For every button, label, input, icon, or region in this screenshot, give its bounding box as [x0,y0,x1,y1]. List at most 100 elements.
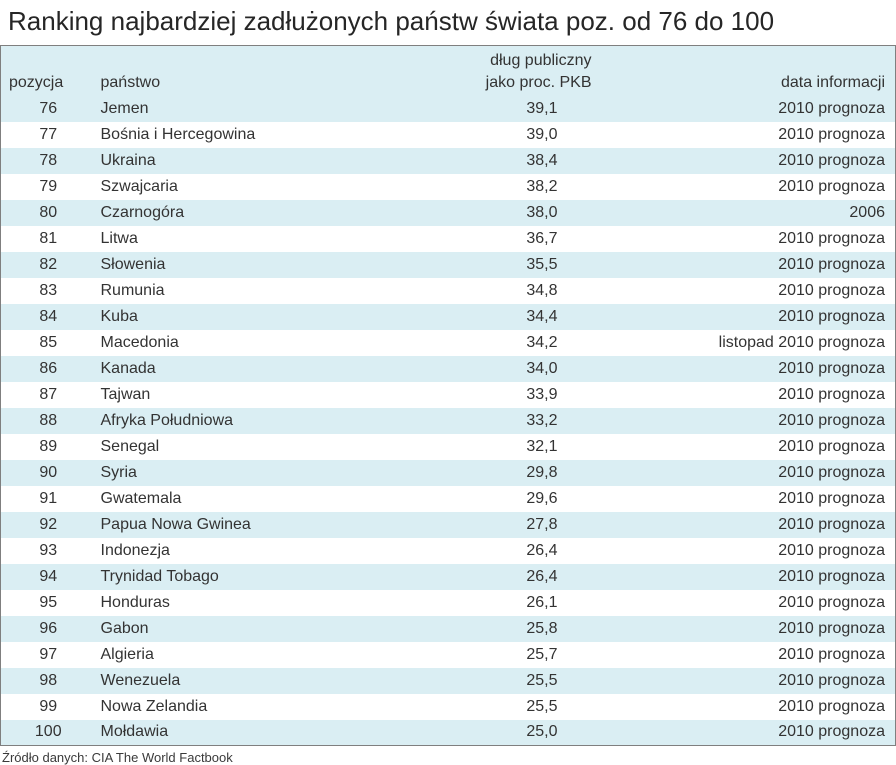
table-row: 80 Czarnogóra 38,0 2006 [0,199,896,226]
date-cell: 2010 prognoza [778,125,885,143]
country-cell: Honduras [100,593,170,611]
date-cell: 2006 [849,203,885,221]
country-cell: Kuba [100,307,138,325]
ranking-table: dług publiczny pozycja państwo jako proc… [0,45,896,746]
header-panstwo: państwo [95,69,436,96]
country-cell: Senegal [100,437,160,455]
date-cell: 2010 prognoza [778,229,885,247]
pos-cell: 80 [39,203,58,221]
country-cell: Syria [100,463,137,481]
header-data-informacji: data informacji [595,69,896,96]
pos-cell: 97 [39,645,58,663]
date-cell: listopad 2010 prognoza [718,333,885,351]
pos-cell: 98 [39,671,58,689]
table-row: 85 Macedonia 34,2 listopad 2010 prognoza [0,329,896,356]
page-title: Ranking najbardziej zadłużonych państw ś… [8,6,775,36]
country-cell: Gabon [100,619,149,637]
table-row: 77 Bośnia i Hercegowina 39,0 2010 prognoza [0,121,896,148]
date-cell: 2010 prognoza [778,385,885,403]
debt-cell: 38,4 [526,151,558,169]
pos-cell: 89 [39,437,58,455]
date-cell: 2010 prognoza [778,671,885,689]
table-row: 86 Kanada 34,0 2010 prognoza [0,355,896,382]
table-row: 78 Ukraina 38,4 2010 prognoza [0,147,896,174]
country-cell: Wenezuela [100,671,181,689]
debt-cell: 38,2 [526,177,558,195]
date-cell: 2010 prognoza [778,359,885,377]
country-cell: Mołdawia [100,723,169,741]
table-row: 88 Afryka Południowa 33,2 2010 prognoza [0,407,896,434]
debt-cell: 34,8 [526,281,558,299]
debt-cell: 33,2 [526,411,558,429]
date-cell: 2010 prognoza [778,99,885,117]
table-header: dług publiczny pozycja państwo jako proc… [0,45,896,96]
table-row: 98 Wenezuela 25,5 2010 prognoza [0,667,896,694]
table-row: 95 Honduras 26,1 2010 prognoza [0,589,896,616]
table-row: 100 Mołdawia 25,0 2010 prognoza [0,719,896,746]
table-row: 81 Litwa 36,7 2010 prognoza [0,225,896,252]
table-row: 83 Rumunia 34,8 2010 prognoza [0,277,896,304]
header-row-bottom: pozycja państwo jako proc. PKB data info… [0,69,896,96]
date-cell: 2010 prognoza [778,619,885,637]
country-cell: Rumunia [100,281,165,299]
country-cell: Algieria [100,645,154,663]
pos-cell: 96 [39,619,58,637]
debt-cell: 25,5 [526,697,558,715]
pos-cell: 86 [39,359,58,377]
debt-cell: 32,1 [526,437,558,455]
date-cell: 2010 prognoza [778,541,885,559]
pos-cell: 95 [39,593,58,611]
date-cell: 2010 prognoza [778,177,885,195]
date-cell: 2010 prognoza [778,437,885,455]
pos-cell: 92 [39,515,58,533]
debt-cell: 39,0 [526,125,558,143]
date-cell: 2010 prognoza [778,151,885,169]
table-row: 82 Słowenia 35,5 2010 prognoza [0,251,896,278]
date-cell: 2010 prognoza [778,255,885,273]
pos-cell: 100 [34,723,62,741]
debt-cell: 26,4 [526,567,558,585]
pos-cell: 82 [39,255,58,273]
country-cell: Bośnia i Hercegowina [100,125,256,143]
header-row-top: dług publiczny [0,45,896,70]
country-cell: Tajwan [100,385,151,403]
table-row: 84 Kuba 34,4 2010 prognoza [0,303,896,330]
header-spacer [0,45,96,70]
pos-cell: 84 [39,307,58,325]
country-cell: Gwatemala [100,489,182,507]
country-cell: Indonezja [100,541,170,559]
debt-cell: 25,5 [526,671,558,689]
country-cell: Ukraina [100,151,156,169]
table-row: 94 Trynidad Tobago 26,4 2010 prognoza [0,563,896,590]
country-cell: Kanada [100,359,156,377]
pos-cell: 79 [39,177,58,195]
date-cell: 2010 prognoza [778,515,885,533]
table-row: 99 Nowa Zelandia 25,5 2010 prognoza [0,693,896,720]
table-row: 96 Gabon 25,8 2010 prognoza [0,615,896,642]
debt-cell: 38,0 [526,203,558,221]
source-note: Źródło danych: CIA The World Factbook [2,750,233,765]
pos-cell: 85 [39,333,58,351]
country-cell: Afryka Południowa [100,411,234,429]
debt-cell: 34,2 [526,333,558,351]
header-spacer [95,45,436,70]
debt-cell: 29,6 [526,489,558,507]
pos-cell: 87 [39,385,58,403]
table-row: 76 Jemen 39,1 2010 prognoza [0,95,896,122]
date-cell: 2010 prognoza [778,463,885,481]
table-row: 97 Algieria 25,7 2010 prognoza [0,641,896,668]
pos-cell: 88 [39,411,58,429]
date-cell: 2010 prognoza [778,281,885,299]
debt-cell: 29,8 [526,463,558,481]
debt-cell: 26,4 [526,541,558,559]
pos-cell: 99 [39,697,58,715]
pos-cell: 77 [39,125,58,143]
date-cell: 2010 prognoza [778,489,885,507]
date-cell: 2010 prognoza [778,593,885,611]
date-cell: 2010 prognoza [778,411,885,429]
pos-cell: 91 [39,489,58,507]
debt-cell: 27,8 [526,515,558,533]
table-body: 76 Jemen 39,1 2010 prognoza 77 Bośnia i Herce… [0,95,896,746]
pos-cell: 93 [39,541,58,559]
